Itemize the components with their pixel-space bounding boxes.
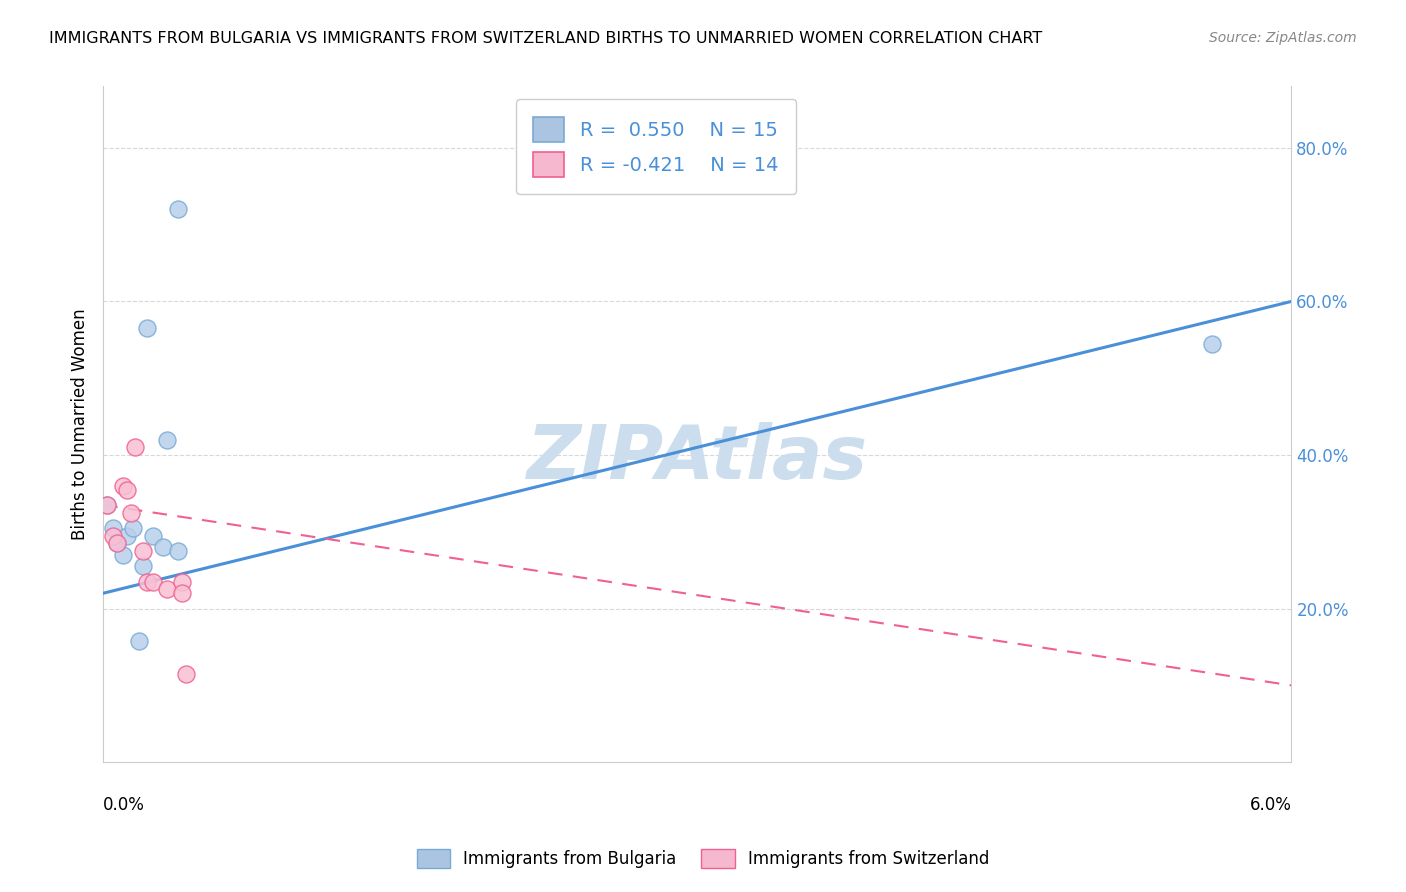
Legend: R =  0.550    N = 15, R = -0.421    N = 14: R = 0.550 N = 15, R = -0.421 N = 14 <box>516 100 796 194</box>
Point <box>155 582 177 597</box>
Point <box>105 536 128 550</box>
Point <box>142 529 165 543</box>
Text: 6.0%: 6.0% <box>1250 796 1292 814</box>
Point <box>111 548 134 562</box>
Point <box>155 433 177 447</box>
Point <box>111 479 134 493</box>
Point <box>120 506 142 520</box>
Point <box>1201 336 1223 351</box>
Point <box>115 529 138 543</box>
Point <box>142 574 165 589</box>
Y-axis label: Births to Unmarried Women: Births to Unmarried Women <box>72 309 89 540</box>
Point <box>101 521 124 535</box>
Point <box>132 559 155 574</box>
Point <box>167 544 190 558</box>
Point <box>152 540 174 554</box>
Point <box>172 586 194 600</box>
Point <box>167 202 190 217</box>
Point <box>105 536 128 550</box>
Point <box>135 574 157 589</box>
Point <box>96 498 118 512</box>
Text: ZIPAtlas: ZIPAtlas <box>527 422 868 494</box>
Text: IMMIGRANTS FROM BULGARIA VS IMMIGRANTS FROM SWITZERLAND BIRTHS TO UNMARRIED WOME: IMMIGRANTS FROM BULGARIA VS IMMIGRANTS F… <box>49 31 1042 46</box>
Point <box>96 498 118 512</box>
Point <box>115 483 138 497</box>
Point <box>124 440 146 454</box>
Point <box>121 521 143 535</box>
Point <box>135 321 157 335</box>
Point <box>176 666 198 681</box>
Text: Source: ZipAtlas.com: Source: ZipAtlas.com <box>1209 31 1357 45</box>
Legend: Immigrants from Bulgaria, Immigrants from Switzerland: Immigrants from Bulgaria, Immigrants fro… <box>411 842 995 875</box>
Point <box>132 544 155 558</box>
Point <box>101 529 124 543</box>
Text: 0.0%: 0.0% <box>103 796 145 814</box>
Point <box>128 633 150 648</box>
Point <box>172 574 194 589</box>
